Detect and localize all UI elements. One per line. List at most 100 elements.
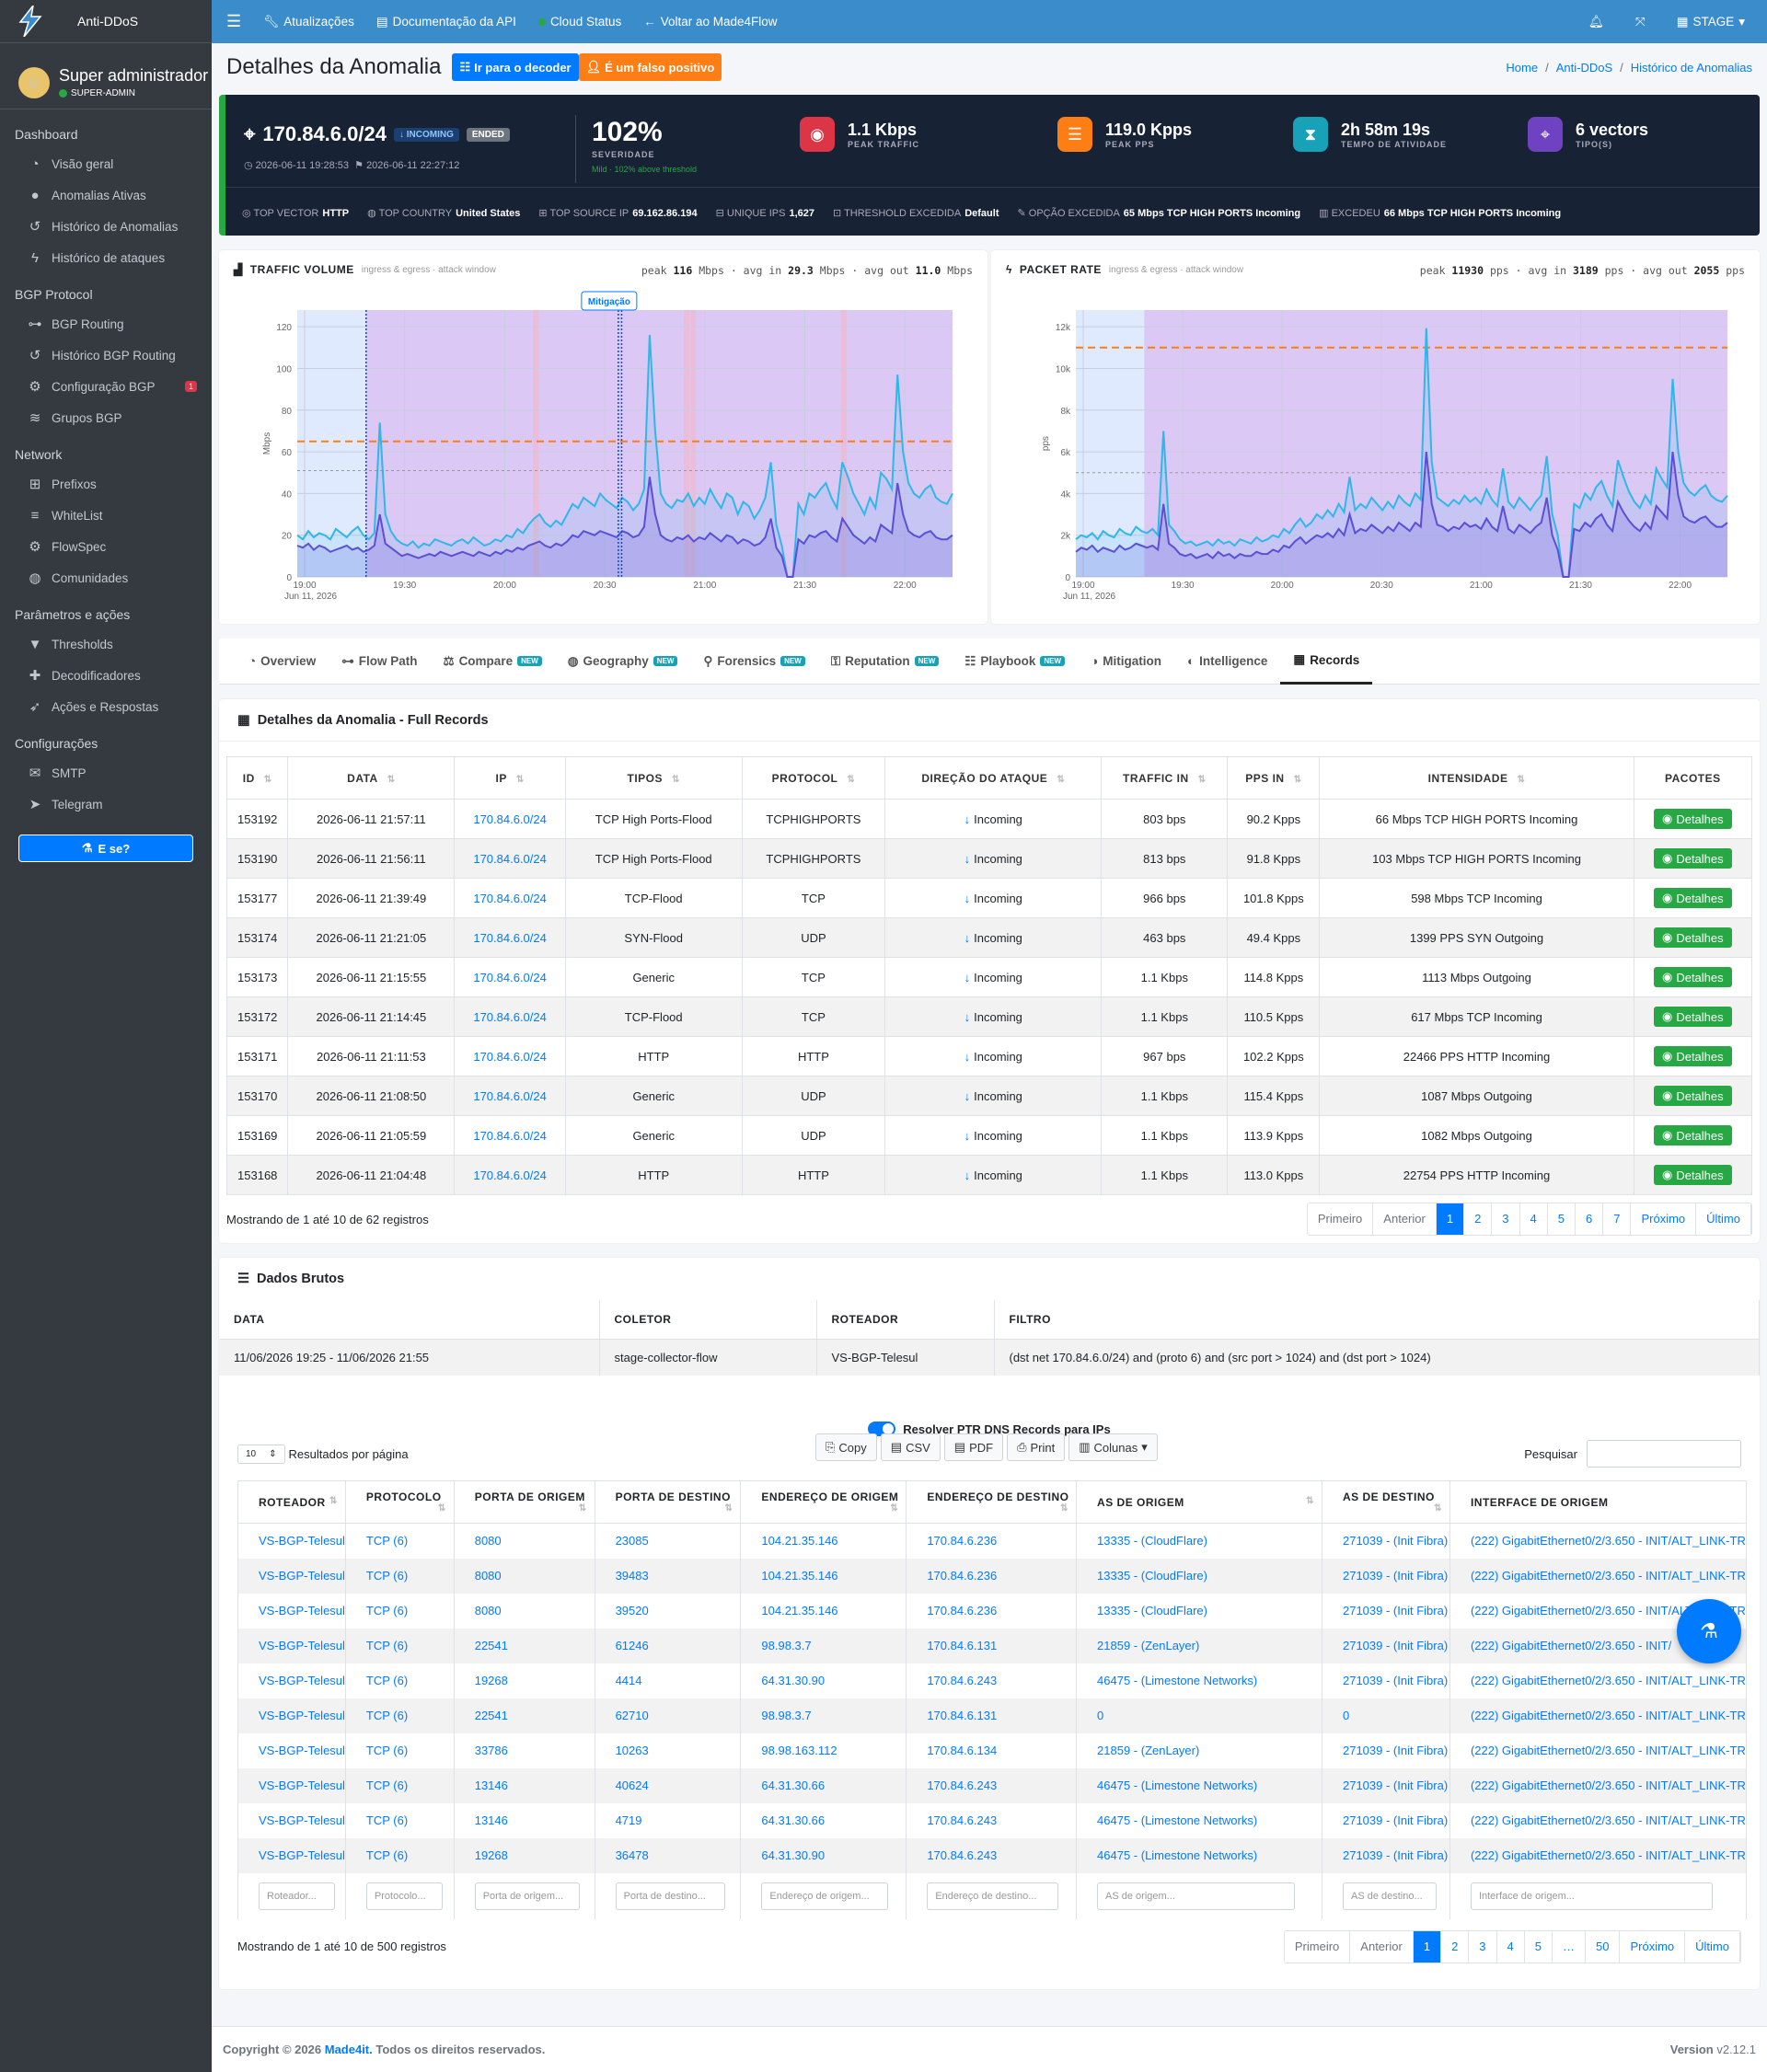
column-filter-input[interactable]: Endereço de origem... [761, 1882, 889, 1910]
tab-forensics[interactable]: ⚲ Forensics NEW [690, 639, 817, 685]
page-link[interactable]: Último [1685, 1930, 1740, 1963]
table-cell[interactable]: VS-BGP-Telesul [237, 1732, 346, 1768]
table-cell[interactable]: (222) GigabitEthernet0/2/3.650 - INIT/AL… [1449, 1663, 1748, 1698]
table-cell[interactable]: 170.84.6.0/24 [454, 1036, 566, 1076]
table-cell[interactable]: 8080 [453, 1558, 595, 1594]
table-cell[interactable]: 64.31.30.66 [740, 1802, 907, 1838]
column-filter-input[interactable]: AS de origem... [1097, 1882, 1295, 1910]
bell-icon[interactable]: 🔔︎ [1588, 14, 1604, 29]
sidebar-item-comunidades[interactable]: ◍ Comunidades [0, 562, 212, 593]
table-cell[interactable]: 98.98.3.7 [740, 1628, 907, 1663]
tab-flow-path[interactable]: ⊶ Flow Path [329, 639, 430, 685]
table-cell[interactable]: 104.21.35.146 [740, 1523, 907, 1559]
breadcrumb-antiddos[interactable]: Anti-DDoS [1555, 60, 1613, 75]
page-link[interactable]: 5 [1525, 1930, 1553, 1963]
table-cell[interactable]: 46475 - (Limestone Networks) [1076, 1663, 1322, 1698]
details-button[interactable]: ◉ Detalhes [1653, 888, 1732, 908]
table-cell[interactable]: 170.84.6.0/24 [454, 1076, 566, 1116]
table-cell[interactable]: 46475 - (Limestone Networks) [1076, 1802, 1322, 1838]
column-header[interactable]: PACOTES [1633, 756, 1753, 800]
table-cell[interactable]: 170.84.6.0/24 [454, 1115, 566, 1156]
sidebar-item-whitelist[interactable]: ≡ WhiteList [0, 500, 212, 531]
table-cell[interactable]: (222) GigabitEthernet0/2/3.650 - INIT/AL… [1449, 1698, 1748, 1733]
table-cell[interactable]: 271039 - (Init Fibra) [1321, 1732, 1450, 1768]
table-cell[interactable]: 8080 [453, 1523, 595, 1559]
table-cell[interactable]: 13146 [453, 1802, 595, 1838]
user-panel[interactable]: ☺ Super administrador SUPER-ADMIN [0, 43, 212, 109]
ip-link[interactable]: 170.84.6.0/24 [473, 812, 547, 826]
details-button[interactable]: ◉ Detalhes [1653, 1086, 1732, 1106]
sidebar-item-flowspec[interactable]: ⚙ FlowSpec [0, 531, 212, 562]
table-cell[interactable]: VS-BGP-Telesul [237, 1698, 346, 1733]
table-cell[interactable]: VS-BGP-Telesul [237, 1628, 346, 1663]
column-header[interactable]: DIREÇÃO DO ATAQUE ⇅ [884, 756, 1103, 800]
table-cell[interactable]: 62710 [594, 1698, 742, 1733]
table-cell[interactable]: 13335 - (CloudFlare) [1076, 1558, 1322, 1594]
page-link[interactable]: Primeiro [1285, 1930, 1351, 1963]
table-cell[interactable]: TCP (6) [344, 1628, 455, 1663]
column-filter-input[interactable]: Protocolo... [365, 1882, 444, 1910]
details-button[interactable]: ◉ Detalhes [1653, 1046, 1732, 1066]
table-cell[interactable]: 19268 [453, 1663, 595, 1698]
table-cell[interactable]: 13146 [453, 1767, 595, 1803]
table-cell[interactable]: TCP (6) [344, 1802, 455, 1838]
page-link[interactable]: 1 [1413, 1930, 1442, 1963]
table-cell[interactable]: 23085 [594, 1523, 742, 1559]
table-cell[interactable]: 170.84.6.243 [906, 1767, 1078, 1803]
table-cell[interactable]: TCP (6) [344, 1767, 455, 1803]
menu-toggle-icon[interactable]: ☰ [226, 12, 242, 30]
sidebar-item-hist-rico-bgp-routing[interactable]: ↺ Histórico BGP Routing [0, 340, 212, 371]
table-cell[interactable]: 61246 [594, 1628, 742, 1663]
details-button[interactable]: ◉ Detalhes [1653, 1007, 1732, 1027]
column-header[interactable]: TRAFFIC IN ⇅ [1101, 756, 1229, 800]
page-link[interactable]: … [1553, 1930, 1586, 1963]
tab-reputation[interactable]: ⚿ Reputation NEW [818, 639, 952, 685]
tab-mitigation[interactable]: ◑ Mitigation [1078, 639, 1174, 685]
column-filter-input[interactable]: Porta de destino... [615, 1882, 726, 1910]
page-link[interactable]: Primeiro [1308, 1203, 1374, 1235]
page-link[interactable]: 4 [1520, 1203, 1548, 1235]
table-cell[interactable]: 170.84.6.0/24 [454, 917, 566, 958]
table-cell[interactable]: 0 [1076, 1698, 1322, 1733]
table-cell[interactable]: 98.98.3.7 [740, 1698, 907, 1733]
table-cell[interactable]: 271039 - (Init Fibra) [1321, 1802, 1450, 1838]
column-header[interactable]: ID ⇅ [225, 756, 289, 800]
tab-records[interactable]: ▦ Records [1280, 639, 1373, 685]
page-link[interactable]: 4 [1497, 1930, 1525, 1963]
table-cell[interactable]: 271039 - (Init Fibra) [1321, 1767, 1450, 1803]
table-cell[interactable]: 10263 [594, 1732, 742, 1768]
export-print-button[interactable]: ⎙ Print [1007, 1433, 1066, 1461]
table-cell[interactable]: 0 [1321, 1698, 1450, 1733]
table-cell[interactable]: 170.84.6.134 [906, 1732, 1078, 1768]
page-link[interactable]: 2 [1464, 1203, 1493, 1235]
export-csv-button[interactable]: ▤ CSV [880, 1433, 941, 1461]
table-cell[interactable]: 170.84.6.131 [906, 1698, 1078, 1733]
whatif-button[interactable]: ⚗ E se? [18, 835, 193, 862]
page-link[interactable]: 7 [1603, 1203, 1632, 1235]
page-link[interactable]: Anterior [1373, 1203, 1437, 1235]
table-cell[interactable]: 271039 - (Init Fibra) [1321, 1558, 1450, 1594]
column-header[interactable]: AS DE ORIGEM ⇅ [1076, 1480, 1322, 1524]
column-header[interactable]: ENDEREÇO DE ORIGEM ⇅ [740, 1480, 907, 1524]
table-cell[interactable]: VS-BGP-Telesul [237, 1663, 346, 1698]
table-cell[interactable]: TCP (6) [344, 1558, 455, 1594]
ip-link[interactable]: 170.84.6.0/24 [473, 1009, 547, 1024]
table-cell[interactable]: 170.84.6.243 [906, 1663, 1078, 1698]
cloud-status-link[interactable]: Cloud Status [537, 15, 621, 29]
fullscreen-icon[interactable]: ⤧ [1634, 14, 1646, 29]
back-made4flow-link[interactable]: ← Voltar ao Made4Flow [643, 15, 778, 29]
column-header[interactable]: AS DE DESTINO ⇅ [1321, 1480, 1450, 1524]
sidebar-item-smtp[interactable]: ✉ SMTP [0, 757, 212, 789]
ip-link[interactable]: 170.84.6.0/24 [473, 970, 547, 984]
table-cell[interactable]: 170.84.6.236 [906, 1593, 1078, 1629]
updates-link[interactable]: 🔧︎ Atualizações [263, 14, 354, 29]
column-header[interactable]: INTENSIDADE ⇅ [1319, 756, 1634, 800]
table-cell[interactable]: 104.21.35.146 [740, 1558, 907, 1594]
column-filter-input[interactable]: Roteador... [259, 1882, 335, 1910]
false-positive-button[interactable]: 👤︎ É um falso positivo [578, 53, 722, 81]
api-docs-link[interactable]: ▤ Documentação da API [375, 14, 516, 29]
page-link[interactable]: Anterior [1350, 1930, 1414, 1963]
sidebar-item-prefixos[interactable]: ⊞ Prefixos [0, 468, 212, 500]
sidebar-item-anomalias-ativas[interactable]: ● Anomalias Ativas [0, 179, 212, 211]
breadcrumb-history[interactable]: Histórico de Anomalias [1630, 60, 1752, 75]
